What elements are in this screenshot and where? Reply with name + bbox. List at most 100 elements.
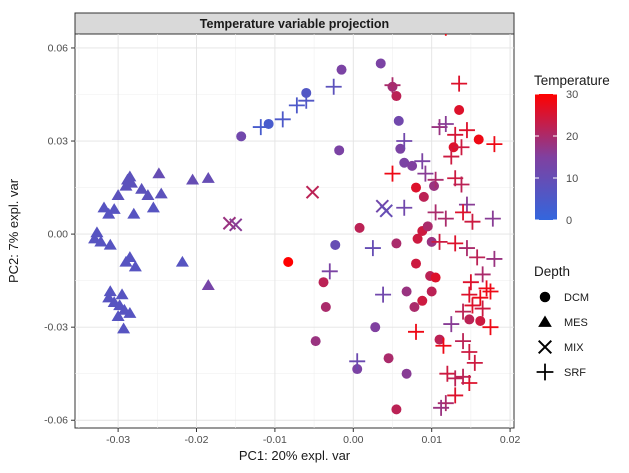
point-mes [186,173,200,185]
point-srf [447,126,464,143]
colorbar-tick-label: 10 [566,173,578,185]
point-mix [228,218,243,232]
point-mes [201,172,215,183]
temperature-legend-title: Temperature [534,73,610,88]
point-dcm [434,334,445,345]
point-srf [396,199,413,216]
point-dcm [411,182,422,193]
point-srf [431,233,448,250]
point-srf [252,119,269,136]
point-srf [458,196,475,213]
point-srf [484,210,501,227]
colorbar-tick-label: 0 [566,215,572,227]
point-srf [349,353,366,370]
point-srf [443,148,460,165]
point-dcm [409,302,420,313]
point-mes [107,203,121,214]
point-srf [298,92,315,109]
point-srf [414,153,431,170]
point-mes [119,255,133,267]
point-mes [146,201,160,213]
point-dcm [418,191,429,202]
point-dcm [391,91,402,102]
point-srf [288,97,305,114]
point-srf [443,316,460,333]
point-dcm [422,221,433,232]
point-mes [111,189,125,200]
temperature-colorbar [535,94,557,220]
legend-key-mes [538,315,552,327]
depth-legend-title: Depth [534,264,570,279]
x-tick-label: 0.02 [500,434,521,446]
point-srf [453,139,470,156]
point-srf [486,136,503,153]
point-dcm [393,115,404,126]
point-dcm [283,257,294,268]
point-srf [464,297,481,314]
point-srf [455,368,472,385]
point-mes [119,179,133,191]
point-dcm [401,368,412,379]
point-dcm [330,239,341,250]
point-dcm [426,286,437,297]
chart-title: Temperature variable projection [200,17,389,31]
point-mes [115,288,129,300]
point-srf [458,240,475,257]
point-mes [141,189,155,200]
point-mix [305,185,320,199]
point-mes [97,201,111,213]
point-srf [451,75,468,92]
point-srf [464,213,481,230]
x-tick-label: -0.01 [263,434,287,446]
point-mes [175,255,189,267]
point-mes [123,170,137,182]
point-srf [364,240,381,257]
point-mes [103,285,117,297]
point-srf [462,274,479,291]
point-mes [135,182,149,194]
point-dcm [354,222,365,233]
legend-label-mix: MIX [564,342,584,354]
point-mes [123,307,137,318]
depth-legend: Depth DCM MES MIX SRF [534,264,589,381]
x-tick-label: -0.02 [185,434,209,446]
point-srf [482,319,499,336]
point-mes [154,187,168,199]
point-dcm [399,157,410,168]
point-srf [455,333,472,350]
point-mes [201,279,215,290]
point-srf [437,210,454,227]
point-dcm [401,286,412,297]
point-dcm [473,134,484,145]
point-srf [274,111,291,128]
point-srf [437,115,454,132]
point-mes [103,238,117,250]
point-dcm [429,181,440,192]
point-dcm [318,277,329,288]
point-mes [94,235,108,247]
point-dcm [320,302,331,313]
point-srf [461,343,478,360]
point-srf [482,283,499,300]
point-srf [427,171,444,188]
point-dcm [464,314,475,325]
point-srf [431,119,448,136]
point-srf [478,280,495,297]
plot-panel [74,33,515,429]
point-srf [396,133,413,150]
x-tick-label: 0.00 [343,434,364,446]
point-srf [469,249,486,266]
point-srf [447,235,464,252]
depth-legend-items: DCM MES MIX SRF [536,291,589,381]
temperature-legend: Temperature 0 10 20 30 [534,73,610,227]
point-mes [117,322,131,334]
x-tick-label: -0.03 [106,434,130,446]
y-tick-label: -0.06 [44,415,68,427]
colorbar-tick-label: 20 [566,131,578,143]
y-tick-label: 0.00 [48,229,69,241]
point-dcm [407,160,418,171]
point-dcm [383,353,394,364]
point-srf [433,399,450,416]
point-dcm [411,258,422,269]
